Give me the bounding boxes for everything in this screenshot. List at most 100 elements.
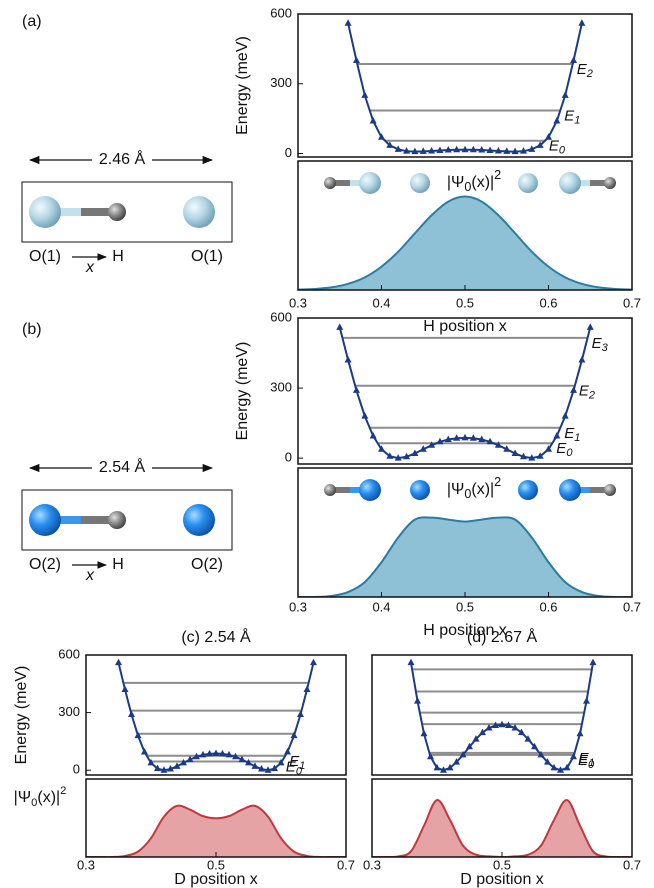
potential-marker <box>486 146 494 153</box>
level-label-base: E <box>549 138 560 155</box>
formula-part: (x)| <box>37 789 60 806</box>
oxygen-atom <box>359 172 381 194</box>
level-label-base: E <box>289 753 300 770</box>
diagram-b: (b) 2.54 Å O(2) x H O(2) <box>21 321 233 584</box>
potential-marker <box>536 141 544 148</box>
level-label: E0 <box>549 138 566 157</box>
potential-marker <box>284 747 291 755</box>
x-tick-label: 0.3 <box>77 857 95 872</box>
level-label-sub: 2 <box>588 390 595 402</box>
x-tick-label: 0.6 <box>539 599 557 614</box>
potential-marker <box>511 449 519 456</box>
potential-marker <box>511 147 519 155</box>
label-bg <box>92 150 152 170</box>
level-label: E3 <box>592 335 609 354</box>
potential-marker <box>478 146 486 153</box>
potential-marker <box>561 91 569 98</box>
panel-frame <box>85 778 347 858</box>
potential-marker <box>414 697 421 704</box>
x-tick-label: 0.7 <box>623 599 641 614</box>
chart-title: (c) 2.54 Å <box>181 627 251 646</box>
x-tick-label: 0.5 <box>456 599 474 614</box>
y-axis-label: Energy (meV) <box>234 342 251 441</box>
y-tick-label: 300 <box>270 380 292 395</box>
level-label-sub: 1 <box>299 760 305 772</box>
potential-marker <box>561 412 569 419</box>
plot-area <box>298 195 632 290</box>
plot-area <box>407 658 597 773</box>
density-line <box>86 804 346 857</box>
potential-marker <box>486 437 494 445</box>
potential-marker <box>570 752 577 760</box>
potential-marker <box>160 766 168 773</box>
potential-marker <box>271 764 278 772</box>
x-axis-label: H position x <box>423 622 507 639</box>
formula-label: |Ψ0(x)|2 <box>14 785 67 809</box>
level-label-sub: 0 <box>588 759 595 771</box>
level-label-sub: 1 <box>574 114 580 126</box>
potential-marker <box>134 731 142 739</box>
bond <box>81 516 117 524</box>
potential-marker <box>297 710 304 718</box>
panel-frame <box>371 654 633 776</box>
x-tick-label: 0.3 <box>289 295 307 310</box>
potential-marker <box>386 141 394 148</box>
potential-marker <box>503 445 511 452</box>
potential-marker <box>544 758 551 765</box>
potential-marker <box>427 752 434 760</box>
potential-line <box>347 23 583 153</box>
density-line <box>298 516 632 597</box>
density-line <box>298 195 632 290</box>
potential-marker <box>466 742 473 750</box>
bond <box>590 180 610 186</box>
potential-marker <box>193 752 200 760</box>
potential-marker <box>310 658 317 666</box>
level-label-base: E <box>577 61 588 78</box>
y-tick-label: 0 <box>285 145 292 160</box>
hydrogen-atom <box>108 203 126 221</box>
formula-label: |Ψ0(x)|2 <box>447 475 501 501</box>
plot-area <box>115 658 317 773</box>
formula-part: (x)| <box>471 481 494 498</box>
potential-marker <box>550 763 558 771</box>
potential-marker <box>553 431 561 439</box>
potential-marker <box>344 19 352 26</box>
y-tick-label: 0 <box>285 450 292 465</box>
potential-marker <box>498 720 506 728</box>
level-label: E2 <box>579 383 595 402</box>
plot-area <box>372 799 632 857</box>
hydrogen-atom <box>324 177 336 189</box>
potential-marker <box>403 452 411 460</box>
potential-marker <box>403 147 411 154</box>
potential-marker <box>258 765 265 772</box>
potential-marker <box>469 145 477 153</box>
level-label-base: E <box>286 759 297 776</box>
x-tick-label: 0.7 <box>337 857 355 872</box>
level-label: E0 <box>556 440 573 459</box>
potential-marker <box>361 412 369 419</box>
density-area <box>372 800 632 857</box>
panel-label: (a) <box>22 13 42 30</box>
potential-marker <box>411 449 419 456</box>
potential-marker <box>361 91 369 98</box>
potential-marker <box>545 445 552 452</box>
formula-part: |Ψ <box>14 789 32 806</box>
panel-frame <box>297 317 633 465</box>
formula-part: 0 <box>464 180 471 194</box>
oxygen-atom <box>410 173 430 193</box>
potential-marker <box>167 765 174 772</box>
potential-marker <box>232 752 239 760</box>
potential-marker <box>419 147 427 154</box>
potential-marker <box>428 441 436 448</box>
oxygen-atom <box>518 480 538 500</box>
formula-part: 0 <box>31 797 37 809</box>
level-label-sub: 3 <box>602 342 609 354</box>
potential-marker <box>537 750 545 758</box>
potential-marker <box>589 658 597 666</box>
potential-marker <box>420 729 428 737</box>
panel-frame <box>297 160 633 291</box>
panel-frame <box>371 778 633 858</box>
plot-area <box>298 516 632 597</box>
potential-marker <box>199 750 207 758</box>
